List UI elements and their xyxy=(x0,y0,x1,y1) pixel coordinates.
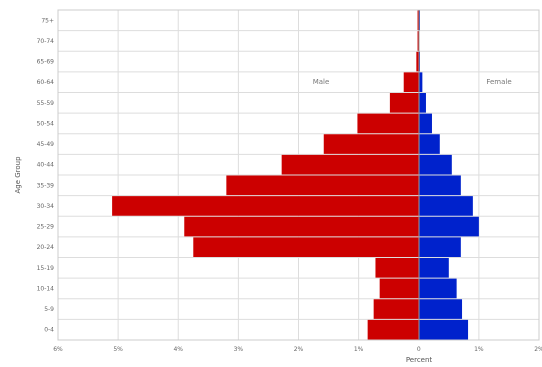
y-tick-label: 35-39 xyxy=(37,182,55,189)
bar-female-20-24 xyxy=(418,237,461,257)
bar-male-20-24 xyxy=(193,237,419,257)
bar-female-60-64 xyxy=(418,72,423,92)
x-tick-label: 2% xyxy=(294,346,304,353)
x-tick-label: 1% xyxy=(474,346,484,353)
y-tick-label: 70-74 xyxy=(37,38,55,45)
y-tick-label: 5-9 xyxy=(44,306,54,313)
y-tick-label: 55-59 xyxy=(37,100,55,107)
x-tick-label: 1% xyxy=(354,346,364,353)
y-axis-label: Age Group xyxy=(14,156,22,194)
bar-male-60-64 xyxy=(403,72,419,92)
bar-male-75+ xyxy=(417,10,419,31)
x-tick-label: 2% xyxy=(534,346,542,353)
bar-female-25-29 xyxy=(418,216,479,237)
bar-male-40-44 xyxy=(281,154,419,175)
bar-female-10-14 xyxy=(418,278,457,299)
x-tick-label: 4% xyxy=(173,346,183,353)
y-tick-label: 50-54 xyxy=(37,120,55,127)
y-tick-label: 30-34 xyxy=(37,203,55,210)
bar-male-35-39 xyxy=(226,175,419,196)
bar-male-5-9 xyxy=(373,299,419,319)
bar-male-15-19 xyxy=(375,258,419,278)
bar-female-30-34 xyxy=(418,196,473,216)
bar-male-45-49 xyxy=(323,134,419,154)
bar-female-5-9 xyxy=(418,299,463,319)
bar-male-65-69 xyxy=(416,51,419,72)
y-tick-label: 20-24 xyxy=(37,244,55,251)
bar-male-70-74 xyxy=(417,31,419,51)
ticks-layer: 6% 5% 4% 3% 2% 1% 0 1% 2% 0-4 5-9 10-14 15-19 20-24 25… xyxy=(37,17,542,353)
bar-female-50-54 xyxy=(418,113,432,134)
y-tick-label: 75+ xyxy=(41,17,54,24)
bar-female-35-39 xyxy=(418,175,461,196)
plot-frame xyxy=(57,9,540,341)
bar-male-25-29 xyxy=(184,216,419,237)
x-tick-label: 0 xyxy=(417,346,421,353)
y-tick-label: 60-64 xyxy=(37,79,55,86)
x-tick-label: 3% xyxy=(234,346,244,353)
bar-male-30-34 xyxy=(112,196,419,216)
bar-male-50-54 xyxy=(357,113,419,134)
bar-female-55-59 xyxy=(418,93,426,113)
y-tick-label: 15-19 xyxy=(37,265,55,272)
x-tick-label: 5% xyxy=(113,346,123,353)
bar-female-45-49 xyxy=(418,134,440,154)
x-tick-label: 6% xyxy=(53,346,63,353)
bar-male-0-4 xyxy=(367,319,419,340)
bar-male-10-14 xyxy=(379,278,419,299)
y-tick-label: 25-29 xyxy=(37,224,55,231)
y-tick-label: 40-44 xyxy=(37,162,55,169)
bar-female-0-4 xyxy=(418,319,469,340)
bar-male-55-59 xyxy=(389,93,419,113)
bar-female-15-19 xyxy=(418,258,449,278)
legend-female-label: Female xyxy=(486,78,511,86)
grid-layer xyxy=(57,9,540,340)
y-tick-label: 65-69 xyxy=(37,59,55,66)
y-tick-label: 10-14 xyxy=(37,285,55,292)
bar-female-40-44 xyxy=(418,154,452,175)
legend-male-label: Male xyxy=(313,78,330,86)
y-tick-label: 45-49 xyxy=(37,141,55,148)
x-axis-label: Percent xyxy=(406,356,433,364)
y-tick-label: 0-4 xyxy=(44,327,54,334)
bars-layer xyxy=(112,10,479,340)
